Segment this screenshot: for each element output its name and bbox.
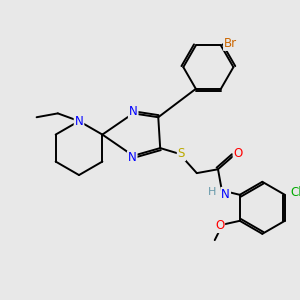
Text: Br: Br bbox=[224, 37, 237, 50]
Text: N: N bbox=[129, 105, 138, 118]
Text: S: S bbox=[178, 147, 185, 161]
Text: Cl: Cl bbox=[291, 186, 300, 200]
Text: O: O bbox=[215, 219, 224, 232]
Text: N: N bbox=[128, 151, 136, 164]
Text: H: H bbox=[208, 188, 216, 197]
Text: N: N bbox=[75, 115, 83, 128]
Text: O: O bbox=[234, 147, 243, 161]
Text: N: N bbox=[221, 188, 230, 201]
